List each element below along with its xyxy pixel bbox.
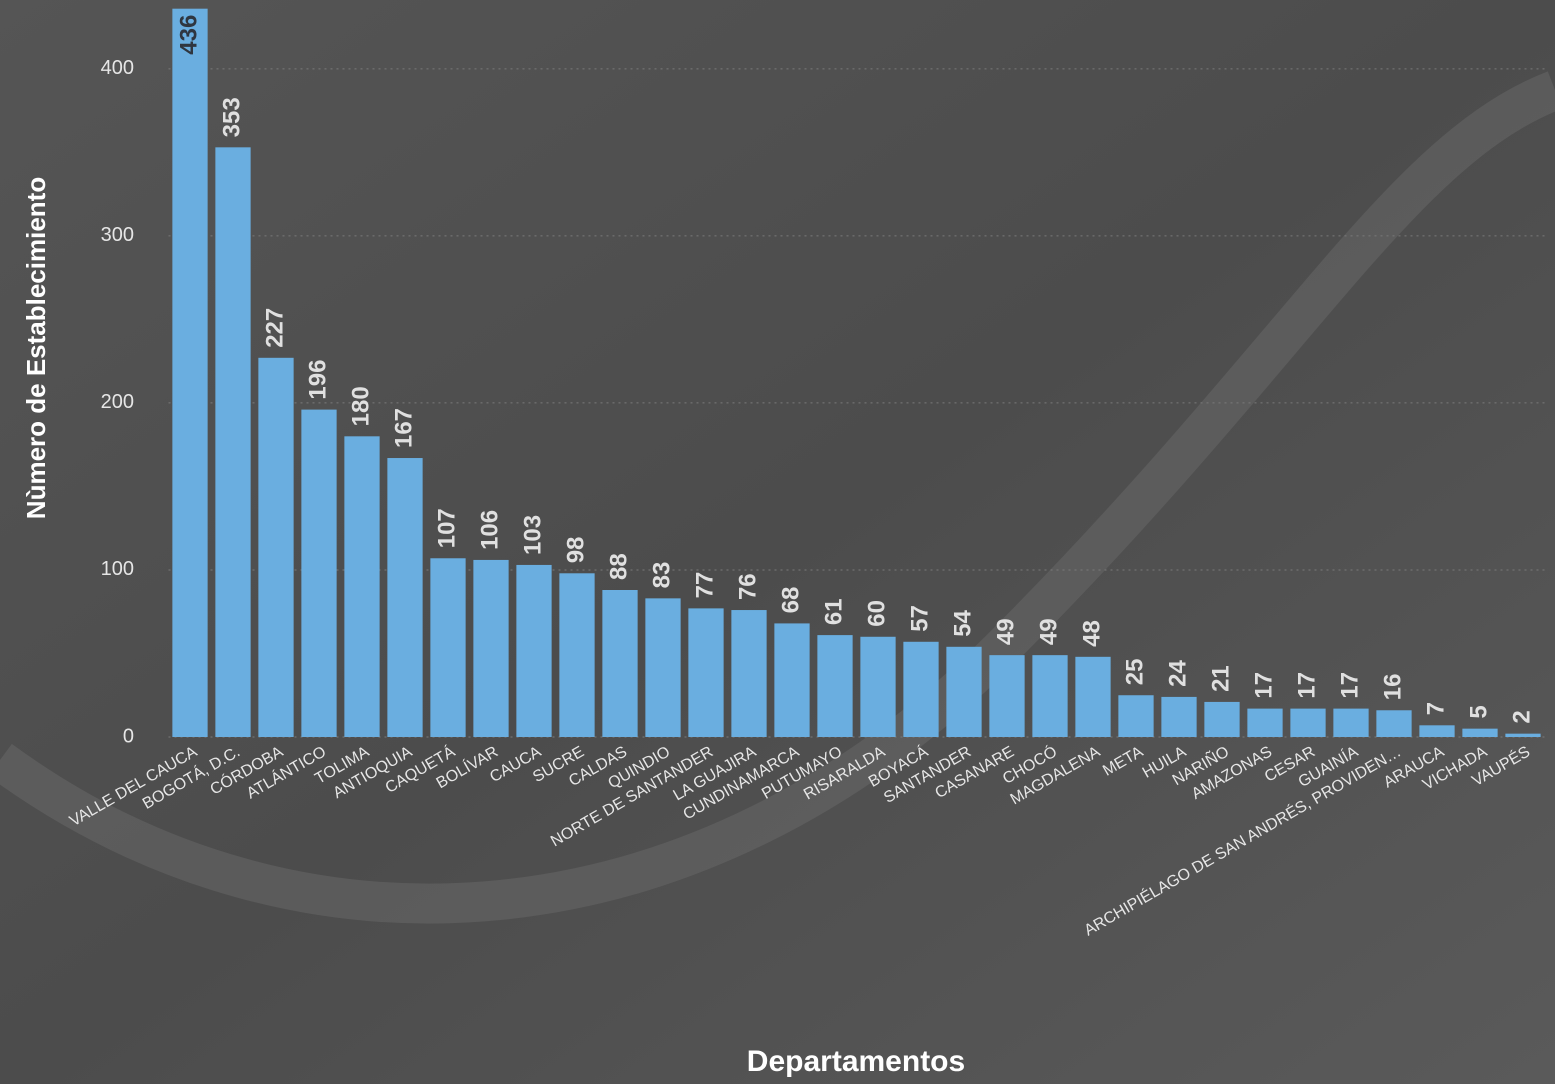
data-label: 7 — [1422, 702, 1449, 715]
y-tick-label: 100 — [101, 558, 134, 580]
data-label: 60 — [863, 600, 890, 627]
data-label: 49 — [992, 618, 1019, 645]
x-axis-title: Departamentos — [747, 1045, 965, 1078]
data-label: 54 — [949, 609, 976, 636]
y-tick-label: 300 — [101, 224, 134, 246]
data-label: 196 — [304, 360, 331, 400]
bar — [344, 436, 380, 737]
bar — [1075, 656, 1111, 737]
bar — [473, 559, 509, 737]
bar — [688, 608, 724, 737]
y-tick-label: 400 — [101, 57, 134, 79]
bar — [1118, 695, 1154, 737]
bar — [215, 147, 251, 738]
bar — [301, 409, 337, 737]
bar — [645, 598, 681, 737]
y-tick-label: 0 — [123, 725, 134, 747]
bar — [903, 641, 939, 737]
bar — [1419, 725, 1455, 737]
data-label: 106 — [476, 510, 503, 550]
bar — [1376, 710, 1412, 737]
data-label: 16 — [1379, 674, 1406, 701]
bar — [1247, 708, 1283, 737]
data-label: 88 — [605, 553, 632, 580]
bar — [731, 610, 767, 737]
bar — [1505, 733, 1541, 737]
data-label: 57 — [906, 605, 933, 632]
y-axis-title: Nùmero de Establecimiento — [21, 177, 51, 519]
data-label: 49 — [1035, 618, 1062, 645]
data-label: 25 — [1121, 659, 1148, 686]
bar — [817, 635, 853, 737]
data-label: 17 — [1250, 672, 1277, 699]
data-label: 167 — [390, 408, 417, 448]
data-label: 17 — [1336, 672, 1363, 699]
data-label: 2 — [1508, 710, 1535, 723]
data-label: 21 — [1207, 665, 1234, 692]
data-label: 61 — [820, 598, 847, 625]
bar — [602, 590, 638, 737]
data-label: 353 — [218, 97, 245, 137]
data-label: 17 — [1293, 672, 1320, 699]
bar — [1333, 708, 1369, 737]
bar — [1161, 696, 1197, 737]
data-label: 98 — [562, 537, 589, 564]
bar — [1204, 701, 1240, 737]
data-label: 68 — [777, 587, 804, 614]
data-label: 5 — [1465, 705, 1492, 718]
bar — [387, 458, 423, 737]
data-label: 107 — [433, 508, 460, 548]
bar — [172, 8, 208, 737]
bar — [1462, 728, 1498, 737]
data-label: 48 — [1078, 620, 1105, 647]
data-label: 436 — [175, 15, 202, 55]
data-label: 180 — [347, 386, 374, 426]
bar — [1290, 708, 1326, 737]
bar — [1032, 655, 1068, 737]
data-label: 83 — [648, 562, 675, 589]
bar — [430, 558, 466, 737]
bar — [860, 636, 896, 737]
data-label: 227 — [261, 308, 288, 348]
bar — [774, 623, 810, 737]
data-label: 76 — [734, 573, 761, 600]
y-tick-label: 200 — [101, 391, 134, 413]
bar — [258, 357, 294, 737]
data-label: 77 — [691, 572, 718, 599]
bar — [559, 573, 595, 737]
data-label: 103 — [519, 515, 546, 555]
bar — [989, 655, 1025, 737]
bar — [516, 564, 552, 737]
bar — [946, 646, 982, 737]
data-label: 24 — [1164, 660, 1191, 687]
